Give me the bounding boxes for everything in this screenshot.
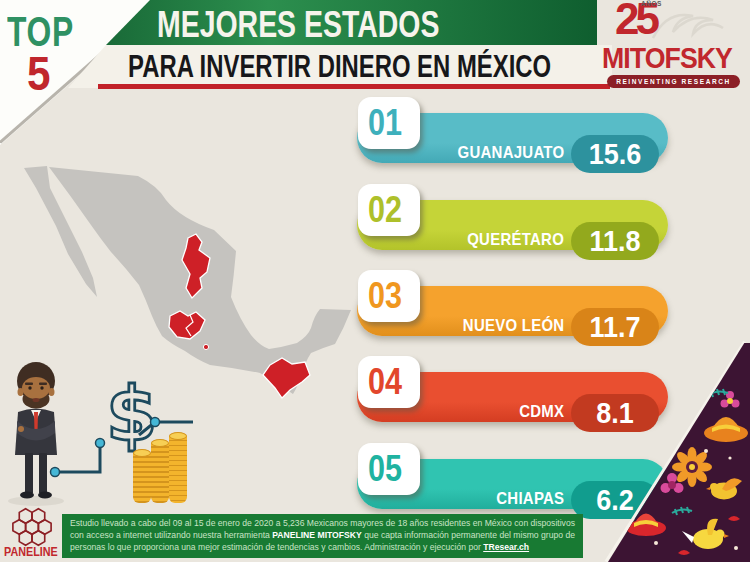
value-pill: 11.7 [571,308,659,346]
state-name: GUANAJUATO [457,143,564,163]
rank-row-3: NUEVO LEÓN11.7 03 [357,270,668,340]
state-name: CHIAPAS [496,489,564,509]
methodology-note: Estudio llevado a cabo del 09 al 15 de e… [62,514,583,558]
rank-badge: 04 [358,356,420,408]
node [96,439,105,448]
mitofsky-logo: 25 AÑOS MITOFSKY REINVENTING RESEARCH [585,0,750,100]
laurel-swirl-icon [647,8,727,44]
state-cdmx [203,344,208,349]
value-pill: 11.8 [571,222,659,260]
rank-row-1: GUANAJUATO15.6 01 [357,97,668,167]
logo-brand: MITOFSKY [602,42,732,75]
logo-anos: AÑOS [641,0,662,7]
infographic-page: TOP 5 MEJORES ESTADOS PARA INVERTIR DINE… [0,0,750,562]
footer-tool-name: PANELINE MITOFSKY [272,530,361,540]
rank-badge: 02 [358,184,420,236]
title-underline [98,84,610,89]
shadow [8,496,64,506]
value-pill: 15.6 [571,135,659,173]
state-name: QUERÉTARO [467,230,564,250]
rank-row-4: CDMX8.1 04 [357,356,668,426]
rank-badge: 05 [358,443,420,495]
state-name: NUEVO LEÓN [462,316,564,336]
footer-link[interactable]: TResear.ch [483,542,529,552]
dollar-icon: $ [106,371,158,457]
paneline-logo-icon [8,506,56,548]
trend-line [55,445,100,472]
node [51,468,60,477]
coin-stack [169,436,187,503]
node [151,418,160,427]
title-line2: PARA INVERTIR DINERO EN MÉXICO [128,49,551,85]
paneline-brand: PANELINE [4,545,58,559]
businessman [15,362,57,499]
rank-badge: 01 [358,97,420,149]
top-number: 5 [27,46,50,101]
coin-stack [151,443,169,503]
title-line1: MEJORES ESTADOS [157,4,439,46]
state-name: CDMX [519,402,564,422]
value-pill: 8.1 [571,394,659,432]
coin-stack [133,453,151,503]
rank-row-2: QUERÉTARO11.8 02 [357,184,668,254]
logo-tagline: REINVENTING RESEARCH [607,75,740,88]
rank-badge: 03 [358,270,420,322]
rank-row-5: CHIAPAS6.2 05 [357,443,668,513]
